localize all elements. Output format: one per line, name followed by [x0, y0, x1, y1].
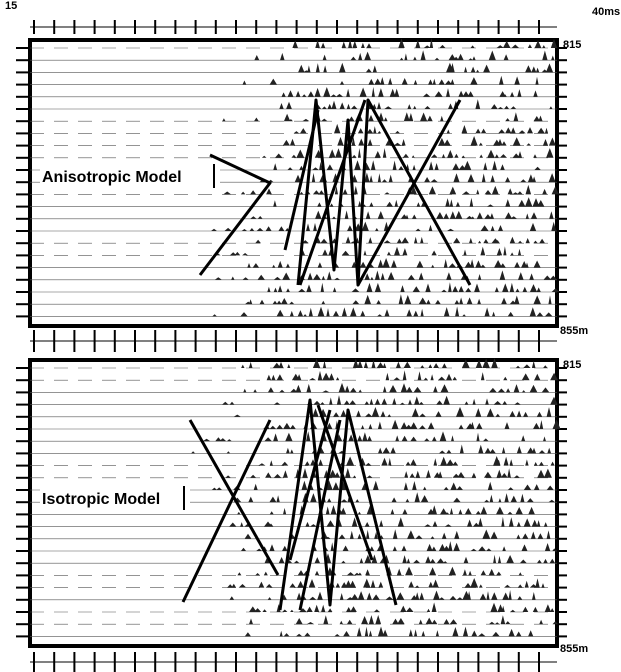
traveltime-curve	[181, 419, 272, 603]
trace-wiggles	[249, 615, 559, 625]
trace-wiggles	[212, 306, 553, 317]
trace-wiggles	[233, 406, 552, 417]
trace-wiggles	[211, 480, 554, 490]
trace-wiggles	[214, 270, 558, 280]
traveltime-curve	[198, 153, 272, 276]
trace-wiggles	[254, 50, 555, 61]
traveltime-curve	[283, 109, 320, 251]
trace-wiggles	[242, 75, 539, 85]
trace-wiggles	[191, 444, 552, 454]
trace-wiggles	[267, 282, 560, 292]
trace-wiggles	[282, 136, 556, 146]
traveltime-curve	[298, 99, 367, 286]
time-end-label: 40ms	[592, 6, 620, 18]
trace-wiggles	[222, 112, 543, 122]
trace-wiggles	[211, 221, 557, 231]
trace-wiggles	[229, 516, 548, 527]
traveltime-curve	[316, 404, 374, 561]
trace-wiggles	[273, 197, 545, 207]
trace-wiggles	[243, 382, 550, 393]
panel: 815 855m Anisotropic Model	[16, 38, 588, 337]
panel: 815 855m Isotropic Model	[16, 358, 588, 655]
model-label: Anisotropic Model	[42, 169, 182, 186]
trace-wiggles	[202, 431, 547, 442]
depth-top-label: 815	[563, 359, 581, 371]
trace-wiggles	[225, 468, 552, 478]
trace-wiggles	[244, 626, 534, 637]
trace-wiggles	[264, 553, 556, 564]
trace-wiggles	[281, 86, 538, 97]
trace-wiggles	[259, 172, 556, 183]
traveltime-curve	[296, 98, 472, 287]
traveltime-curve	[356, 99, 462, 286]
trace-wiggles	[240, 541, 557, 551]
depth-bottom-label: 855m	[560, 643, 588, 655]
traveltime-curve	[288, 409, 332, 561]
trace-wiggles	[213, 246, 522, 256]
time-start-label: 15	[5, 0, 17, 12]
depth-top-label: 815	[563, 39, 581, 51]
trace-wiggles	[255, 235, 546, 244]
trace-wiggles	[244, 529, 551, 539]
trace-wiggles	[247, 258, 541, 268]
trace-wiggles	[241, 358, 548, 368]
trace-wiggles	[227, 578, 545, 588]
trace-wiggles	[293, 123, 549, 134]
trace-wiggles	[237, 505, 535, 515]
traveltime-curve	[278, 398, 398, 611]
trace-wiggles	[279, 99, 553, 109]
trace-wiggles	[237, 566, 522, 576]
label-box	[40, 486, 190, 510]
label-box	[40, 164, 220, 188]
trace-wiggles	[249, 602, 555, 612]
trace-wiggles	[222, 395, 558, 405]
trace-wiggles	[233, 492, 556, 503]
model-label: Isotropic Model	[42, 491, 160, 508]
trace-wiggles	[292, 38, 558, 48]
trace-wiggles	[250, 210, 554, 219]
trace-wiggles	[266, 370, 559, 381]
trace-wiggles	[244, 294, 552, 305]
trace-wiggles	[223, 184, 560, 195]
trace-wiggles	[229, 590, 536, 600]
depth-bottom-label: 855m	[560, 325, 588, 337]
trace-wiggles	[298, 62, 554, 73]
trace-wiggles	[258, 456, 555, 466]
